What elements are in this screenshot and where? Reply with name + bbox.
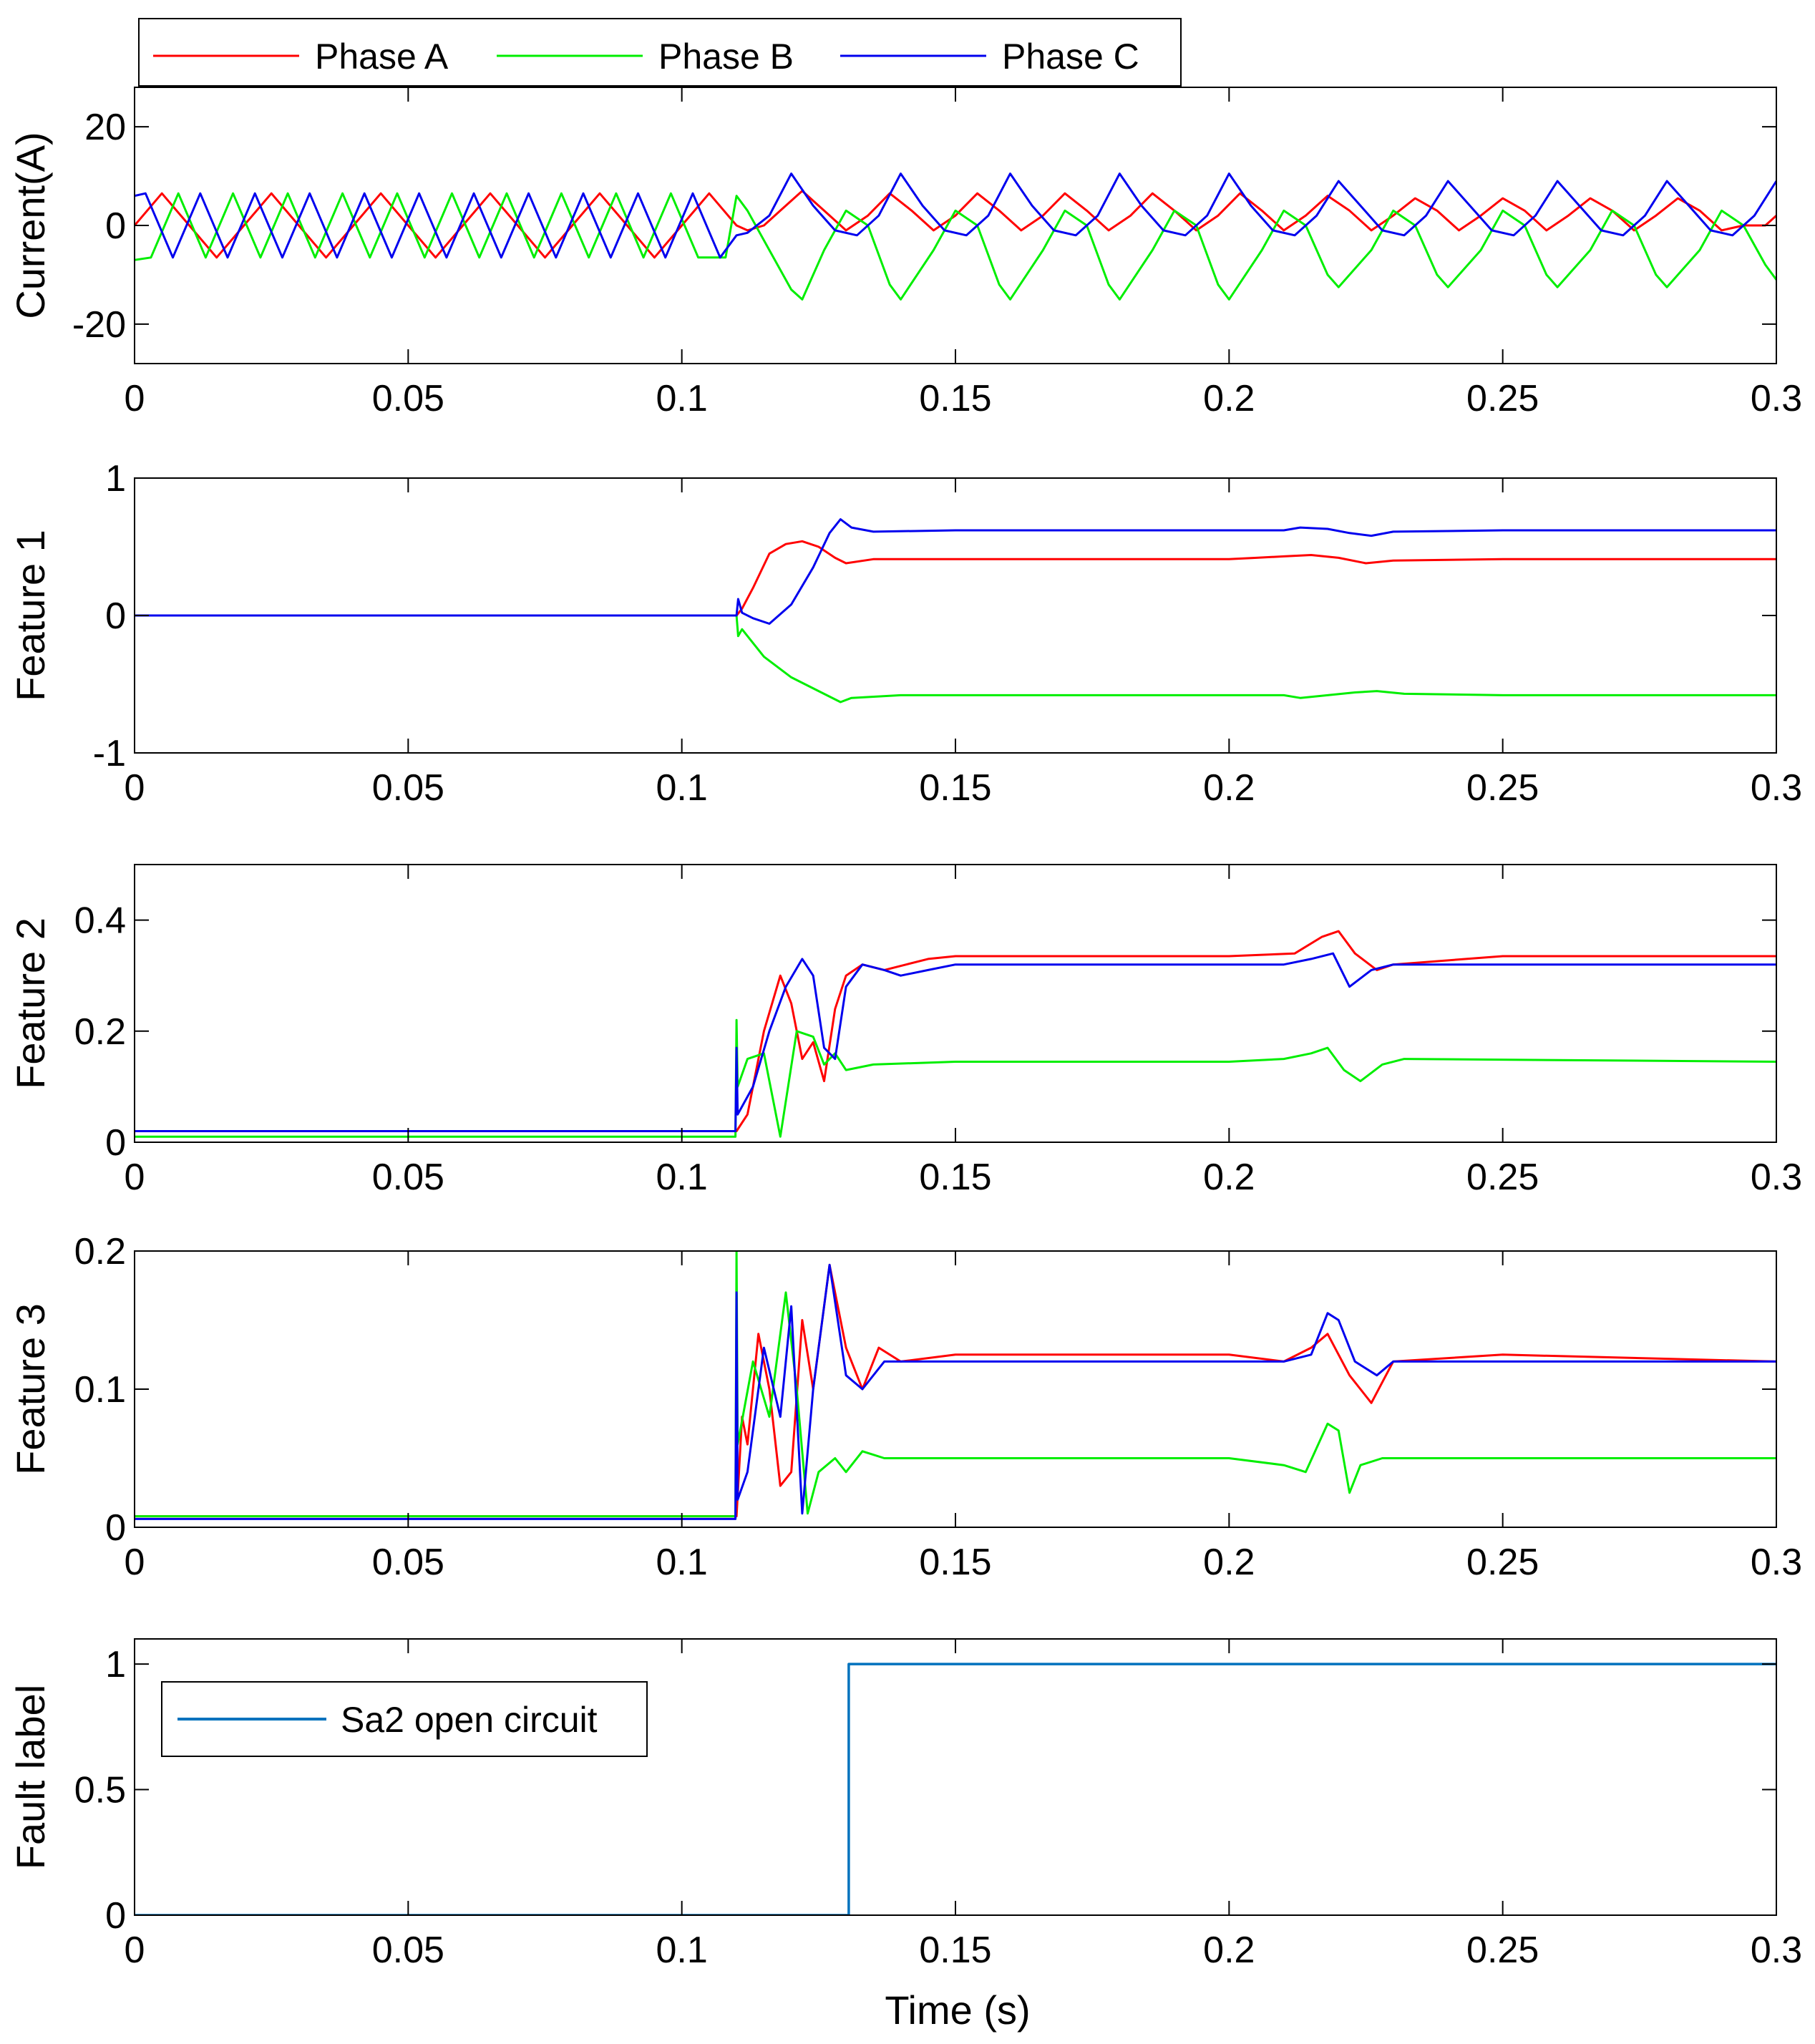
fault-ytick-label-0: 0 [105, 1895, 126, 1937]
fault-ytick-label-1: 0.5 [74, 1770, 126, 1811]
current-xtick-label-4: 0.2 [1203, 378, 1255, 419]
legend-top: Phase A Phase B Phase C [138, 18, 1182, 87]
current-xtick-label-2: 0.1 [656, 378, 708, 419]
feature3-plot-area [135, 1251, 1776, 1527]
feature3-ytick-label-2: 0.2 [74, 1231, 126, 1272]
feature3-xtick-label-3: 0.15 [919, 1542, 991, 1583]
fault-xtick-label-1: 0.05 [372, 1929, 444, 1971]
feature2-xtick-label-5: 0.25 [1466, 1157, 1539, 1198]
legend-top-box [138, 18, 1182, 87]
feature3-xtick-label-1: 0.05 [372, 1542, 444, 1583]
current-xtick-label-0: 0 [125, 378, 145, 419]
legend-label-phase-c: Phase C [1002, 36, 1139, 77]
feature3-ytick-label-1: 0.1 [74, 1369, 126, 1411]
feature2-plot-area [135, 865, 1776, 1142]
feature2-y-axis-label: Feature 2 [8, 918, 53, 1089]
feature3-ytick-label-0: 0 [105, 1507, 126, 1549]
current-xtick-label-6: 0.3 [1751, 378, 1802, 419]
feature1-xtick-label-5: 0.25 [1466, 767, 1539, 809]
feature3-xtick-label-2: 0.1 [656, 1542, 708, 1583]
feature2-series-phase-b [135, 1018, 1776, 1138]
fault-series-group [135, 1663, 1776, 1915]
current-series-group [135, 172, 1776, 301]
feature3-xtick-label-5: 0.25 [1466, 1542, 1539, 1583]
current-plot-area [135, 87, 1776, 364]
axes-feature-2: 0 0.05 0.1 0.15 0.2 0.25 0.3 0 0.2 0.4 Feature 2 [8, 864, 1802, 1198]
feature2-series-group [135, 930, 1776, 1138]
current-ytick-label-0: -20 [72, 304, 126, 346]
fault-y-axis-label: Fault label [8, 1685, 53, 1869]
feature1-ytick-label-0: -1 [93, 733, 126, 774]
feature2-ytick-label-2: 0.4 [74, 900, 126, 942]
feature3-series-phase-c [135, 1263, 1776, 1520]
current-xtick-label-5: 0.25 [1466, 378, 1539, 419]
current-xtick-label-1: 0.05 [372, 378, 444, 419]
feature1-xtick-label-3: 0.15 [919, 767, 991, 809]
feature1-series-phase-b [135, 614, 1776, 704]
feature2-xtick-label-6: 0.3 [1751, 1157, 1802, 1198]
fault-xtick-label-5: 0.25 [1466, 1929, 1539, 1971]
feature1-xtick-label-2: 0.1 [656, 767, 708, 809]
feature3-xtick-label-4: 0.2 [1203, 1542, 1255, 1583]
feature2-ytick-label-0: 0 [105, 1122, 126, 1164]
feature1-ytick-label-2: 1 [105, 458, 126, 500]
feature1-xtick-label-4: 0.2 [1203, 767, 1255, 809]
feature3-xtick-label-6: 0.3 [1751, 1542, 1802, 1583]
feature2-xtick-label-0: 0 [125, 1157, 145, 1198]
axes-current: 0 0.05 0.1 0.15 0.2 0.25 0.3 -20 0 20 Current(A) [8, 87, 1802, 419]
current-xtick-label-3: 0.15 [919, 378, 991, 419]
feature3-series-group [135, 1251, 1776, 1520]
feature1-xtick-label-6: 0.3 [1751, 767, 1802, 809]
feature2-xtick-label-3: 0.15 [919, 1157, 991, 1198]
fault-xtick-label-3: 0.15 [919, 1929, 991, 1971]
axes-feature-3: 0 0.05 0.1 0.15 0.2 0.25 0.3 0 0.1 0.2 Feature 3 [8, 1231, 1802, 1583]
feature1-series-phase-a [135, 540, 1776, 617]
feature1-series-phase-c [135, 518, 1776, 625]
fault-series-sa2-open-circuit [135, 1663, 1776, 1915]
fault-xtick-label-6: 0.3 [1751, 1929, 1802, 1971]
feature1-xtick-label-0: 0 [125, 767, 145, 809]
fault-plot-area [135, 1639, 1776, 1915]
feature2-xtick-label-1: 0.05 [372, 1157, 444, 1198]
fault-xtick-label-0: 0 [125, 1929, 145, 1971]
current-series-phase-c [135, 172, 1776, 259]
feature2-series-phase-c [135, 952, 1776, 1132]
feature1-series-group [135, 518, 1776, 704]
legend-bottom: Sa2 open circuit [161, 1681, 648, 1757]
legend-label-sa2-open-circuit: Sa2 open circuit [341, 1700, 598, 1740]
feature1-y-axis-label: Feature 1 [8, 530, 53, 701]
feature2-xtick-label-2: 0.1 [656, 1157, 708, 1198]
feature3-y-axis-label: Feature 3 [8, 1303, 53, 1475]
feature1-ytick-label-1: 0 [105, 595, 126, 637]
current-ytick-label-2: 20 [84, 107, 126, 148]
fault-xtick-label-4: 0.2 [1203, 1929, 1255, 1971]
feature2-xtick-label-4: 0.2 [1203, 1157, 1255, 1198]
x-axis-label: Time (s) [885, 1987, 1030, 2033]
current-ytick-label-1: 0 [105, 205, 126, 247]
fault-ytick-label-2: 1 [105, 1644, 126, 1685]
current-y-axis-label: Current(A) [8, 132, 53, 318]
legend-label-phase-a: Phase A [315, 36, 449, 77]
feature3-series-phase-b [135, 1251, 1776, 1518]
feature3-xtick-label-0: 0 [125, 1542, 145, 1583]
feature1-xtick-label-1: 0.05 [372, 767, 444, 809]
feature2-ytick-label-1: 0.2 [74, 1011, 126, 1053]
fault-xtick-label-2: 0.1 [656, 1929, 708, 1971]
legend-label-phase-b: Phase B [658, 36, 794, 77]
